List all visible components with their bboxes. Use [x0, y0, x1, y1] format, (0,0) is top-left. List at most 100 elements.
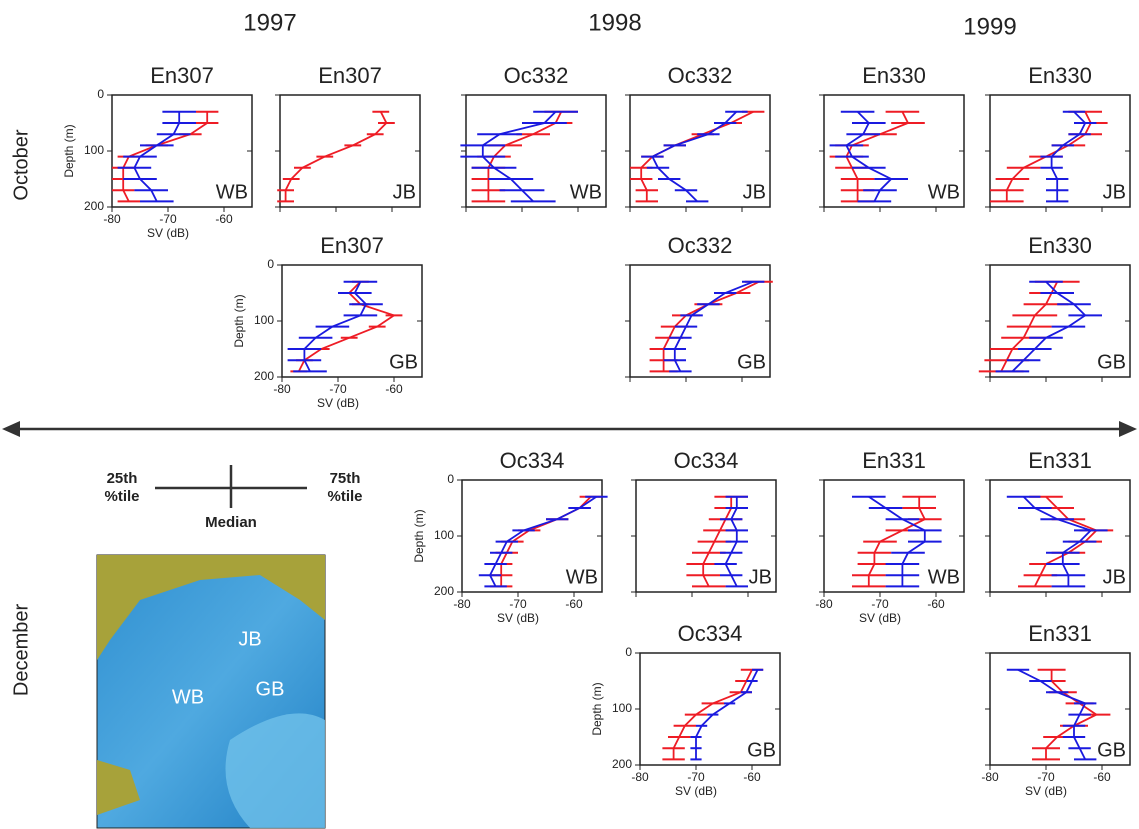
panel-title: En307: [320, 233, 384, 258]
median-line: [724, 496, 738, 587]
panel-title: Oc334: [678, 621, 743, 646]
median-line: [651, 111, 738, 203]
x-tick-label: -60: [743, 770, 761, 784]
panel: Oc334 GB -80 -70 -60 0 100 200 SV (dB) Depth (m): [590, 621, 781, 798]
median-line: [1050, 111, 1087, 202]
x-tick-label: -80: [631, 770, 649, 784]
region-label: GB: [1097, 739, 1126, 761]
panel: Oc334 JB: [631, 448, 777, 597]
median-line: [284, 111, 388, 202]
region-label: WB: [928, 181, 960, 203]
median-line: [481, 111, 557, 203]
region-label: WB: [566, 566, 598, 588]
panel-title: Oc334: [500, 448, 565, 473]
median-line: [702, 496, 733, 587]
region-label: WB: [570, 181, 602, 203]
median-line: [695, 669, 759, 760]
panel: En331 WB -80 -70 -60 SV (dB): [815, 448, 965, 625]
panel-title: En331: [1028, 621, 1092, 646]
y-tick-label: 200: [254, 369, 274, 383]
median-line: [1017, 668, 1087, 760]
legend-label: %tile: [327, 488, 362, 505]
panel-title: Oc332: [668, 233, 733, 258]
median-line: [1000, 281, 1059, 372]
median-line: [673, 280, 754, 372]
year-label: 1999: [963, 13, 1016, 40]
map-label: GB: [256, 678, 285, 700]
x-axis-label: SV (dB): [1025, 784, 1067, 798]
panel-title: Oc332: [504, 63, 569, 88]
year-label: 1997: [243, 9, 296, 36]
panel-title: Oc332: [668, 63, 733, 88]
y-tick-label: 200: [84, 199, 104, 213]
y-axis-label: Depth (m): [62, 124, 76, 177]
region-label: JB: [749, 566, 772, 588]
x-axis-label: SV (dB): [859, 611, 901, 625]
y-tick-label: 100: [434, 528, 454, 542]
x-axis-label: SV (dB): [317, 396, 359, 410]
x-axis-label: SV (dB): [497, 611, 539, 625]
y-axis-label: Depth (m): [232, 294, 246, 347]
y-tick-label: 0: [625, 645, 632, 659]
region-label: JB: [1103, 181, 1126, 203]
month-label: October: [10, 129, 32, 200]
median-line: [488, 496, 597, 587]
region-label: JB: [393, 181, 416, 203]
map-label: JB: [238, 628, 261, 650]
panel: En331 JB: [985, 448, 1131, 597]
panel: En307 JB: [275, 63, 421, 212]
x-axis-label: SV (dB): [675, 784, 717, 798]
y-tick-label: 0: [267, 257, 274, 271]
panel-title: En307: [318, 63, 382, 88]
legend-label: 75th: [330, 470, 361, 487]
median-line: [303, 281, 368, 372]
x-tick-label: -70: [329, 382, 347, 396]
y-tick-label: 100: [254, 313, 274, 327]
y-tick-label: 0: [447, 472, 454, 486]
panel: Oc332 GB: [625, 233, 773, 382]
panel: En330 WB: [819, 63, 965, 212]
x-tick-label: -80: [453, 597, 471, 611]
year-label: 1998: [588, 9, 641, 36]
region-label: GB: [747, 739, 776, 761]
median-line: [1011, 281, 1087, 373]
median-line: [297, 281, 397, 372]
panel-title: En330: [862, 63, 926, 88]
panel: En331 GB -80 -70 -60 SV (dB): [981, 621, 1131, 798]
x-tick-label: -60: [565, 597, 583, 611]
median-line: [133, 111, 181, 202]
region-label: JB: [743, 181, 766, 203]
panel: En307 GB -80 -70 -60 0 100 200 SV (dB) Depth (m): [232, 233, 423, 410]
region-label: GB: [389, 351, 418, 373]
panel: En330 GB: [978, 233, 1131, 382]
x-tick-label: -60: [927, 597, 945, 611]
panel: Oc332 JB: [625, 63, 771, 212]
x-tick-label: -70: [687, 770, 705, 784]
legend-label: 25th: [107, 470, 138, 487]
panel-title: En330: [1028, 63, 1092, 88]
month-label: December: [10, 604, 32, 697]
panel-title: En307: [150, 63, 214, 88]
panel-title: En331: [1028, 448, 1092, 473]
panel: Oc334 WB -80 -70 -60 0 100 200 SV (dB) Depth (m): [412, 448, 608, 625]
legend: 25th %tile 75th %tile Median: [104, 465, 363, 531]
median-line: [845, 111, 893, 202]
x-tick-label: -70: [871, 597, 889, 611]
median-line: [1022, 496, 1093, 587]
region-label: WB: [216, 181, 248, 203]
x-tick-label: -70: [159, 212, 177, 226]
x-tick-label: -70: [509, 597, 527, 611]
x-tick-label: -60: [385, 382, 403, 396]
x-axis-label: SV (dB): [147, 226, 189, 240]
y-tick-label: 100: [84, 143, 104, 157]
x-tick-label: -80: [273, 382, 291, 396]
panel: Oc332 WB: [460, 63, 607, 212]
y-tick-label: 200: [612, 757, 632, 771]
region-label: JB: [1103, 566, 1126, 588]
region-label: GB: [1097, 351, 1126, 373]
panel-title: En331: [862, 448, 926, 473]
x-tick-label: -80: [981, 770, 999, 784]
map: JB WB GB: [96, 554, 326, 829]
x-tick-label: -60: [215, 212, 233, 226]
panel-title: En330: [1028, 233, 1092, 258]
